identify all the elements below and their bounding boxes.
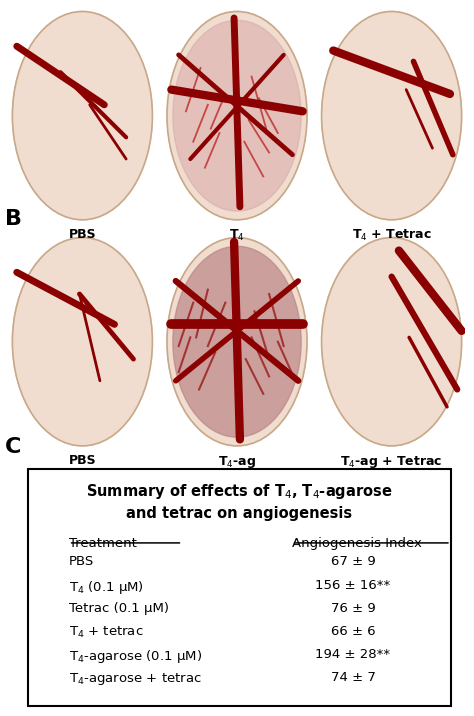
Text: T$_4$ + tetrac: T$_4$ + tetrac xyxy=(69,625,143,640)
Text: T$_4$ + Tetrac: T$_4$ + Tetrac xyxy=(352,228,431,243)
Text: T$_4$-ag + Tetrac: T$_4$-ag + Tetrac xyxy=(340,454,443,470)
Circle shape xyxy=(167,238,307,446)
Circle shape xyxy=(173,246,301,437)
Circle shape xyxy=(12,238,153,446)
Text: 76 ± 9: 76 ± 9 xyxy=(331,601,375,615)
Text: 74 ± 7: 74 ± 7 xyxy=(330,672,375,684)
Circle shape xyxy=(12,11,153,220)
Text: Treatment: Treatment xyxy=(69,537,137,550)
Text: T$_4$: T$_4$ xyxy=(229,228,245,243)
Text: PBS: PBS xyxy=(69,454,96,467)
Text: 194 ± 28**: 194 ± 28** xyxy=(316,648,391,661)
Text: PBS: PBS xyxy=(69,228,96,241)
Text: T$_4$-agarose (0.1 μM): T$_4$-agarose (0.1 μM) xyxy=(69,648,201,665)
Text: Summary of effects of T$_4$, T$_4$-agarose
and tetrac on angiogenesis: Summary of effects of T$_4$, T$_4$-agaro… xyxy=(86,482,392,521)
Text: T$_4$ (0.1 μM): T$_4$ (0.1 μM) xyxy=(69,579,144,596)
Circle shape xyxy=(167,11,307,220)
FancyBboxPatch shape xyxy=(27,469,451,707)
Text: 67 ± 9: 67 ± 9 xyxy=(331,556,375,569)
Text: A: A xyxy=(5,0,22,3)
Text: Tetrac (0.1 μM): Tetrac (0.1 μM) xyxy=(69,601,169,615)
Text: PBS: PBS xyxy=(69,556,94,569)
Text: B: B xyxy=(5,209,22,229)
Text: T$_4$-ag: T$_4$-ag xyxy=(218,454,256,470)
Circle shape xyxy=(173,20,301,211)
Text: 66 ± 6: 66 ± 6 xyxy=(331,625,375,638)
Text: Angiogenesis Index: Angiogenesis Index xyxy=(292,537,421,550)
Text: T$_4$-agarose + tetrac: T$_4$-agarose + tetrac xyxy=(69,672,201,687)
Circle shape xyxy=(321,238,462,446)
Text: C: C xyxy=(5,437,21,457)
Circle shape xyxy=(321,11,462,220)
Text: 156 ± 16**: 156 ± 16** xyxy=(315,579,391,591)
